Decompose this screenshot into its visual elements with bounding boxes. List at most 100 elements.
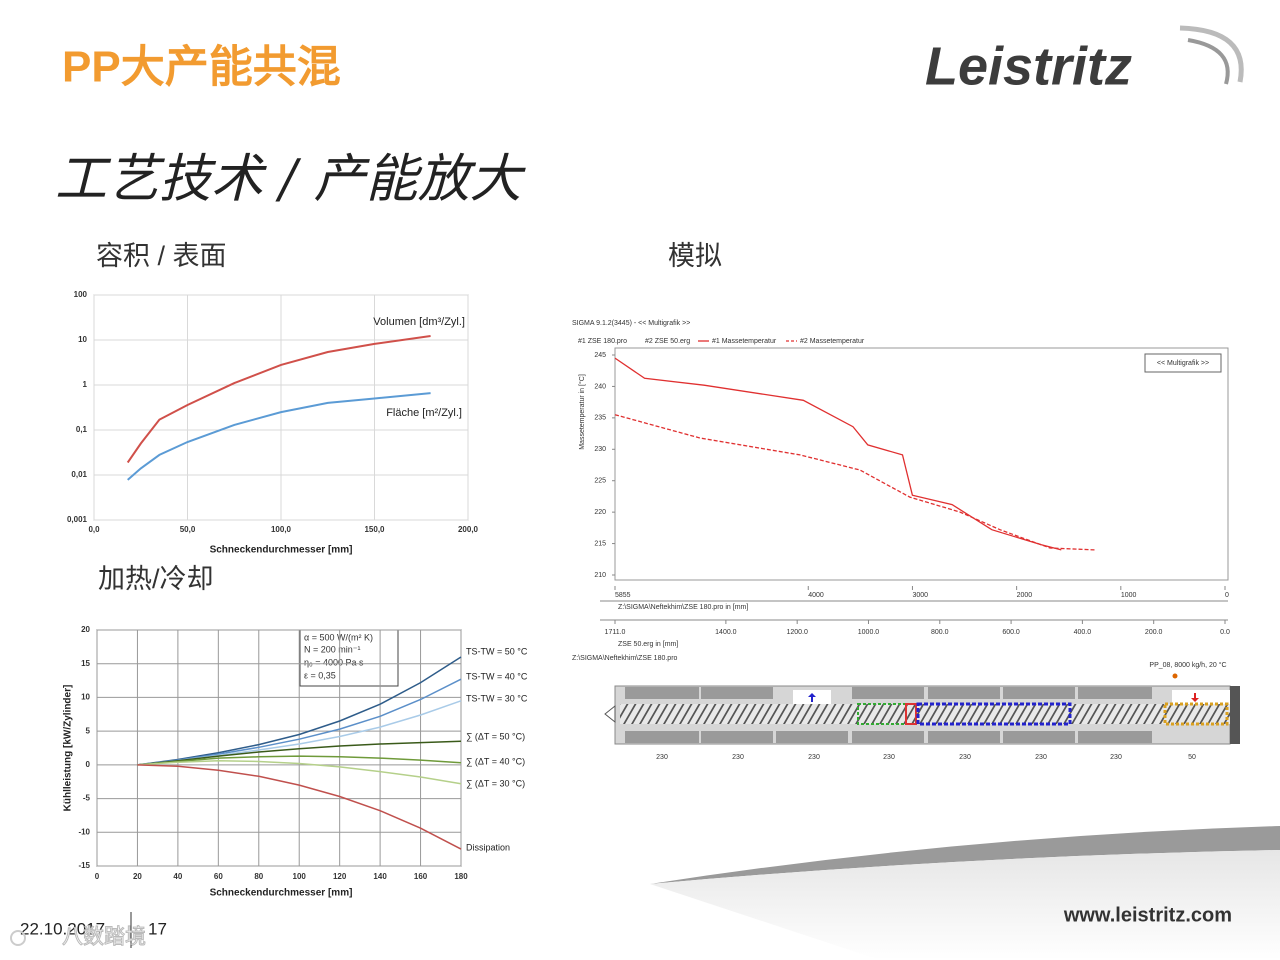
x2-tick-label: 1400.0	[715, 629, 737, 636]
screw-path: Z:\SIGMA\Neftekhim\ZSE 180.pro	[572, 655, 678, 662]
swoosh	[650, 850, 1280, 960]
x2-tick-label: 200.0	[1145, 629, 1163, 636]
y-axis-label: Massetemperatur in [°C]	[578, 374, 586, 450]
y-tick-label: 20	[81, 625, 90, 634]
x-tick-label: 0,0	[88, 525, 100, 534]
x-tick-label: 100	[293, 872, 307, 881]
x-tick-label: 160	[414, 872, 428, 881]
logo: Leistritz	[925, 25, 1244, 96]
x-tick-label: 20	[133, 872, 142, 881]
y-tick-label: 245	[594, 352, 606, 359]
watermark: 八数踏境	[62, 926, 146, 949]
y-tick-label: -15	[78, 861, 90, 870]
x-tick-label: 100,0	[271, 525, 292, 534]
annotation: ε = 0,35	[304, 670, 336, 680]
x2-tick-label: 600.0	[1002, 629, 1020, 636]
y-tick-label: 1	[83, 380, 88, 389]
series-label: Fläche [m²/Zyl.]	[386, 407, 462, 419]
y-tick-label: 100	[74, 290, 88, 299]
x2-tick-label: 800.0	[931, 629, 949, 636]
x-tick-label: 200,0	[458, 525, 479, 534]
y-tick-label: 210	[594, 572, 606, 579]
x-tick-label: 0	[95, 872, 100, 881]
series-label: TS-TW = 40 °C	[466, 671, 528, 681]
operating-point: PP_08, 8000 kg/h, 20 °C	[1149, 661, 1226, 669]
x2-axis-label: ZSE 50.erg in [mm]	[618, 641, 678, 648]
file-label: #2 ZSE 50.erg	[645, 338, 690, 345]
series-line	[137, 764, 462, 850]
x-tick-label: 4000	[808, 592, 824, 599]
series-line	[137, 760, 462, 785]
series-label: TS-TW = 50 °C	[466, 646, 528, 656]
section-label: 模拟	[668, 241, 722, 271]
x2-tick-label: 1200.0	[786, 629, 808, 636]
y-tick-label: 215	[594, 540, 606, 547]
button[interactable]	[1144, 353, 1222, 373]
page-number: 17	[148, 919, 167, 938]
x-tick-label: 150,0	[364, 525, 385, 534]
logo-text: Leistritz	[925, 36, 1132, 96]
series-line	[137, 656, 462, 766]
x-tick-label: 80	[254, 872, 263, 881]
annotation: α = 500 W/(m² K)	[304, 632, 373, 642]
x-axis-label: Schneckendurchmesser [mm]	[210, 545, 353, 556]
x-tick-label: 5855	[615, 592, 631, 599]
x-axis-label: Schneckendurchmesser [mm]	[210, 888, 353, 899]
series-line	[137, 678, 462, 766]
plot-area	[614, 347, 1229, 581]
y-tick-label: -10	[78, 827, 90, 836]
plot-area	[96, 629, 462, 867]
x-tick-label: 140	[373, 872, 387, 881]
x-tick-label: 60	[214, 872, 223, 881]
zone-temperature: 230	[808, 754, 820, 761]
zone-temperature: 50	[1188, 754, 1196, 761]
series-label: ∑ (ΔT = 30 °C)	[466, 778, 525, 788]
series-label: ∑ (ΔT = 50 °C)	[466, 731, 525, 741]
x2-tick-label: 400.0	[1074, 629, 1092, 636]
y-tick-label: 220	[594, 509, 606, 516]
series-line	[614, 414, 1095, 551]
series-line	[127, 392, 431, 481]
swoosh	[650, 826, 1280, 884]
zone-temperature: 230	[732, 754, 744, 761]
y-tick-label: 225	[594, 478, 606, 485]
series-label: Volumen [dm³/Zyl.]	[373, 316, 465, 328]
screw-diagram	[604, 673, 1240, 745]
x2-tick-label: 1711.0	[605, 629, 626, 636]
x2-tick-label: 0.0	[1220, 629, 1230, 636]
x-tick-label: 0	[1225, 592, 1229, 599]
url: www.leistritz.com	[1063, 904, 1232, 926]
series-line	[126, 335, 431, 464]
x-tick-label: 3000	[912, 592, 928, 599]
annotation: N = 200 min⁻¹	[304, 644, 361, 654]
subtitle: 工艺技术 / 产能放大	[55, 150, 527, 210]
y-tick-label: 15	[81, 659, 90, 668]
button-label: << Multigrafik >>	[1157, 360, 1209, 367]
x-tick-label: 2000	[1017, 592, 1033, 599]
zone-temperature: 230	[1035, 754, 1047, 761]
legend-label: #2 Massetemperatur	[800, 338, 865, 345]
zone-temperature: 230	[1110, 754, 1122, 761]
x-tick-label: 40	[173, 872, 182, 881]
series-label: Dissipation	[466, 842, 510, 852]
zone-temperature: 230	[656, 754, 668, 761]
x-tick-label: 120	[333, 872, 347, 881]
date: 22.10.2017	[20, 919, 105, 938]
y-tick-label: 5	[86, 726, 91, 735]
y-tick-label: 240	[594, 383, 606, 390]
zone-temperature: 230	[959, 754, 971, 761]
series-line	[137, 755, 462, 766]
y-tick-label: 10	[81, 693, 90, 702]
y-tick-label: 0,01	[71, 470, 87, 479]
y-tick-label: 235	[594, 415, 606, 422]
chart-title: SIGMA 9.1.2(3445) - << Multigrafik >>	[572, 320, 690, 327]
x-tick-label: 1000	[1121, 592, 1137, 599]
section-label: 加热/冷却	[98, 564, 214, 594]
zone-temperature: 230	[883, 754, 895, 761]
series-line	[614, 357, 1062, 551]
y-tick-label: -5	[83, 794, 91, 803]
title: PP大产能共混	[62, 43, 341, 92]
y-tick-label: 10	[78, 335, 87, 344]
x2-tick-label: 1000.0	[858, 629, 880, 636]
